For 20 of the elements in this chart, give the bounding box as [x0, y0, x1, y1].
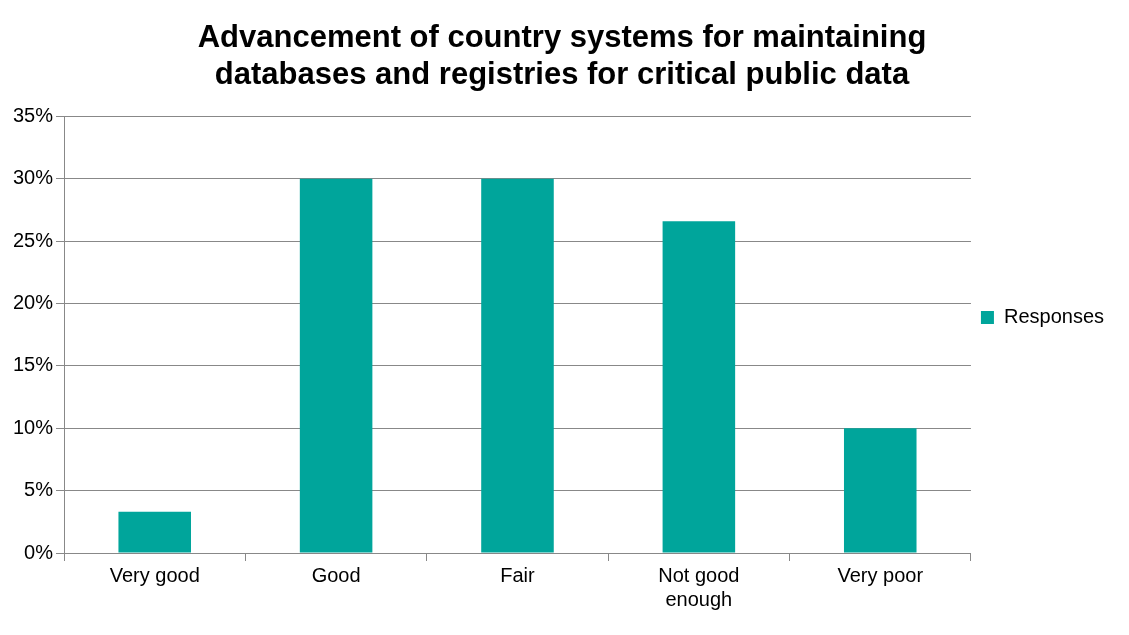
y-tick-label: 25%: [13, 228, 54, 251]
x-tick-label: Good: [311, 563, 361, 586]
bar: [118, 511, 191, 553]
bar: [843, 428, 917, 553]
bar: [481, 178, 554, 553]
x-tick-label: Fair: [500, 563, 536, 586]
y-tick-label: 5%: [24, 478, 54, 501]
y-tick-label: 15%: [13, 353, 54, 376]
y-tick-label: 30%: [13, 166, 54, 189]
x-tick-label: Very poor: [837, 563, 924, 586]
y-tick-label: 20%: [13, 291, 54, 314]
y-tick-label: 35%: [13, 103, 54, 126]
y-tick-label: 0%: [24, 540, 54, 563]
legend-label: Responses: [1003, 305, 1104, 328]
y-tick-label: 10%: [13, 415, 54, 438]
bar: [662, 221, 736, 553]
chart-title: Advancement of country systems for maintaining databases and registries for critical public data: [197, 19, 927, 92]
bar: [299, 178, 373, 553]
x-tick-label: Not good enough: [658, 563, 740, 610]
x-tick-label: Very good: [109, 563, 200, 586]
